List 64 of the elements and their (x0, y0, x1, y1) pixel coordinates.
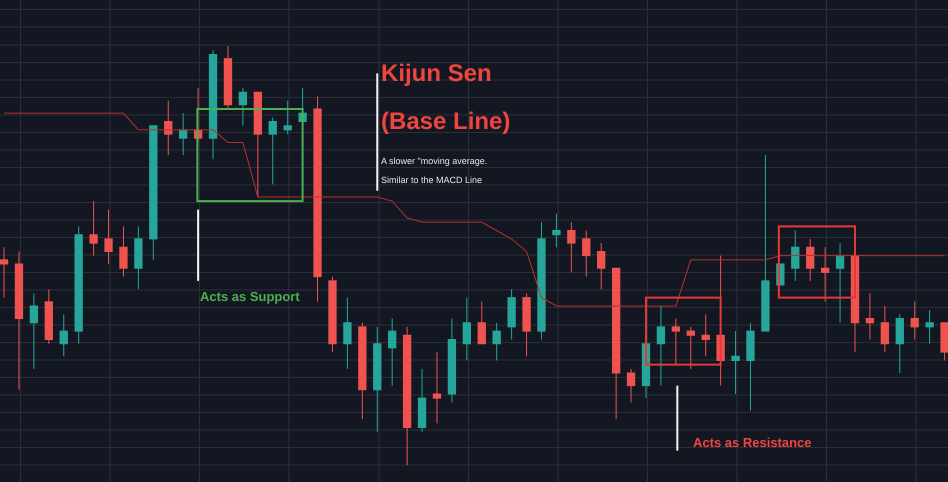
candlestick (686, 326, 695, 370)
annotation: (Base Line) (381, 108, 510, 135)
annotation: Kijun Sen (381, 60, 492, 87)
candlestick (522, 292, 531, 357)
candlestick (89, 200, 98, 256)
candlestick (552, 213, 561, 248)
candlestick (164, 100, 172, 156)
candlestick (567, 222, 576, 273)
candlestick (432, 352, 442, 424)
candlestick (507, 288, 516, 340)
candlestick (612, 268, 620, 420)
candlestick (746, 322, 755, 412)
candlestick (238, 88, 248, 126)
candlestick (328, 276, 337, 353)
annotation: A slower "moving average. (381, 156, 488, 166)
candlestick (343, 297, 352, 370)
candlestick (284, 100, 292, 135)
candlestick (30, 292, 38, 370)
candlestick (448, 318, 456, 403)
candlestick (940, 322, 948, 361)
candlestick (388, 318, 396, 386)
candlestick (134, 226, 143, 290)
candlestick (702, 314, 710, 357)
candlestick (268, 116, 277, 185)
candlestick (74, 226, 83, 344)
candlestick (149, 125, 158, 260)
candlestick (104, 209, 113, 265)
candlestick (896, 314, 904, 374)
candlestick (478, 301, 486, 344)
annotation: Similar to the MACD Line (381, 175, 482, 185)
candlestick (672, 318, 680, 366)
candlestick (373, 326, 382, 432)
candlestick (462, 297, 471, 361)
candlestick (582, 230, 590, 278)
candlestick (925, 310, 934, 344)
candlestick (910, 301, 919, 340)
candlestick (224, 46, 232, 110)
candlestick (44, 288, 53, 344)
candlestick (656, 305, 666, 386)
candlestick (492, 322, 501, 361)
candlestick (14, 250, 24, 390)
candlestick (254, 92, 262, 198)
annotation: Acts as Resistance (693, 435, 812, 450)
candlestick (880, 305, 890, 353)
candlestick (791, 230, 800, 282)
candlestick (60, 314, 68, 357)
candlestick (866, 292, 874, 340)
candlestick (761, 154, 770, 332)
candlestick (820, 246, 830, 302)
candlestick (806, 238, 814, 282)
candlestick (313, 96, 322, 302)
candlestick (402, 326, 412, 466)
candlestick (358, 322, 366, 420)
candlestick (731, 330, 740, 394)
candlestick (597, 242, 606, 290)
annotation: Acts as Support (200, 289, 300, 304)
candlestick (208, 50, 218, 160)
candlestick (626, 368, 636, 403)
candlestick (119, 226, 128, 278)
candlestick (537, 222, 546, 340)
candlestick (418, 368, 426, 432)
candlestick (836, 242, 844, 324)
candlestick (0, 246, 8, 298)
candlestick (179, 112, 188, 156)
